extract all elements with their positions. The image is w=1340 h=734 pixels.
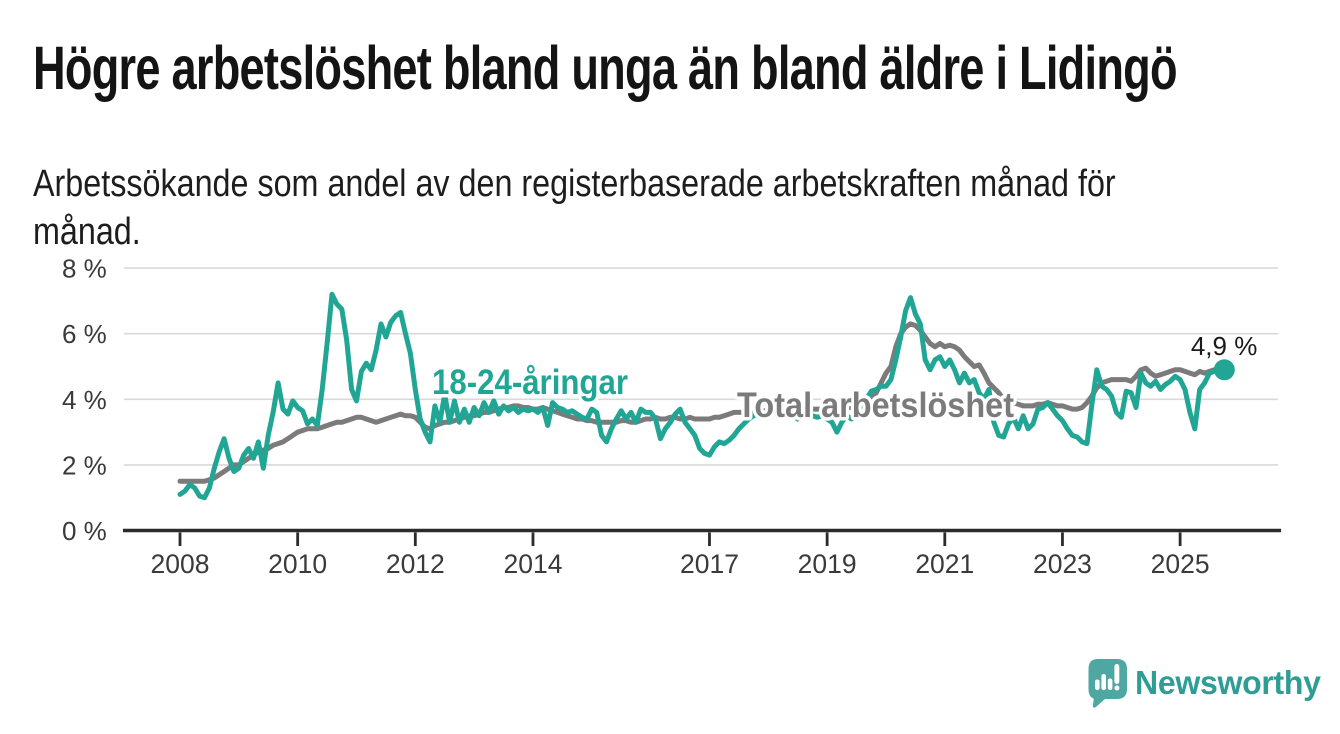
y-tick-label: 0 % (62, 516, 107, 546)
end-value-label: 4,9 % (1191, 331, 1258, 361)
chart-subtitle: Arbetssökande som andel av den registerb… (33, 163, 1116, 254)
x-tick-label: 2010 (268, 549, 327, 579)
x-tick-label: 2008 (151, 549, 210, 579)
speech-bubble-shape (1088, 659, 1127, 708)
y-tick-label: 8 % (62, 254, 107, 284)
x-tick-label: 2012 (386, 549, 445, 579)
series-line-total (177, 321, 1222, 484)
y-tick-label: 6 % (62, 319, 107, 349)
exclamation-dot (1114, 685, 1120, 691)
newsworthy-wordmark: Newsworthy (1135, 664, 1321, 701)
x-tick-label: 2025 (1151, 549, 1210, 579)
series-label-youth: 18-24-åringar (432, 363, 628, 402)
newsworthy-logo-icon (1088, 659, 1127, 708)
x-tick-label: 2021 (915, 549, 974, 579)
series-line-youth (177, 291, 1222, 501)
bar-3 (1107, 678, 1113, 690)
x-tick-label: 2017 (680, 549, 739, 579)
y-tick-label: 4 % (62, 385, 107, 415)
chart-title: Högre arbetslöshet bland unga än bland ä… (33, 34, 1178, 102)
exclamation-bar (1114, 664, 1120, 684)
end-dot (1213, 359, 1235, 381)
x-tick-label: 2014 (504, 549, 563, 579)
newsworthy-brand: Newsworthy (1086, 655, 1326, 715)
bar-1 (1095, 679, 1100, 690)
bar-2 (1101, 674, 1106, 690)
y-tick-label: 2 % (62, 450, 107, 480)
series-label-total: Total arbetslöshet (737, 386, 1014, 425)
x-tick-label: 2023 (1033, 549, 1092, 579)
x-tick-label: 2019 (798, 549, 857, 579)
